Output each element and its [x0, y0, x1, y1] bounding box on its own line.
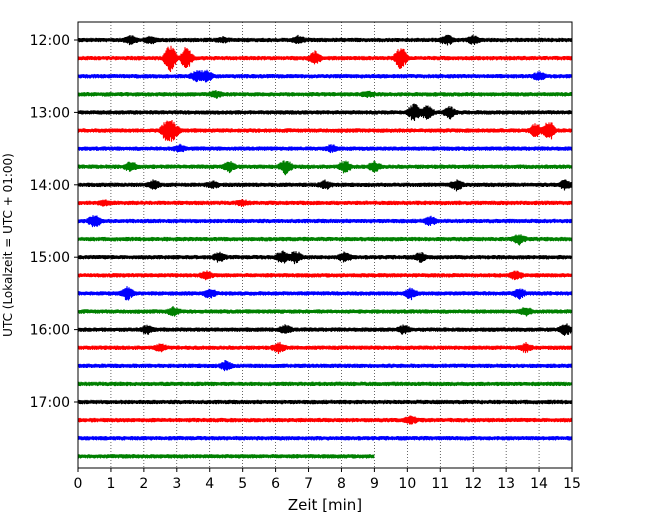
x-axis-label: Zeit [min] [288, 496, 362, 514]
y-tick-label: 13:00 [30, 105, 70, 121]
trace-1630 [77, 360, 573, 372]
x-axis: 0 1 2 3 4 5 6 7 8 9 10 11 12 13 14 15 [74, 468, 581, 492]
x-tick-label: 15 [563, 476, 581, 492]
trace-1415 [77, 198, 573, 208]
trace-1215 [77, 45, 573, 72]
x-tick-label: 13 [497, 476, 515, 492]
x-tick-label: 9 [370, 476, 379, 492]
x-tick-label: 0 [74, 476, 83, 492]
trace-1530 [77, 286, 573, 301]
trace-1700 [77, 399, 573, 405]
y-tick-label: 14:00 [30, 178, 70, 194]
trace-1615 [77, 341, 573, 354]
trace-1500 [77, 250, 573, 265]
x-tick-label: 1 [106, 476, 115, 492]
trace-1330 [77, 143, 573, 154]
trace-1245 [77, 90, 573, 99]
trace-1300 [77, 103, 573, 121]
trace-1345 [77, 160, 573, 176]
trace-1715 [77, 415, 573, 425]
x-tick-label: 4 [205, 476, 214, 492]
trace-group [77, 34, 573, 459]
trace-1600 [77, 323, 573, 336]
trace-1200 [77, 34, 573, 46]
trace-1645 [77, 381, 573, 387]
y-tick-label: 12:00 [30, 33, 70, 49]
trace-1515 [77, 270, 573, 281]
trace-1745 [77, 454, 375, 459]
vertical-grid [110, 22, 540, 468]
x-tick-label: 3 [172, 476, 181, 492]
trace-1230 [77, 69, 573, 83]
trace-1315 [77, 119, 573, 142]
x-tick-label: 11 [431, 476, 449, 492]
x-tick-label: 10 [398, 476, 416, 492]
x-tick-label: 14 [530, 476, 548, 492]
y-axis-label: UTC (Lokalzeit = UTC + 01:00) [1, 153, 15, 337]
trace-1430 [77, 215, 573, 228]
x-tick-label: 8 [337, 476, 346, 492]
x-tick-label: 5 [238, 476, 247, 492]
x-tick-label: 6 [271, 476, 280, 492]
y-axis: 12:00 13:00 14:00 15:00 16:00 17:00 [30, 33, 78, 411]
x-tick-label: 7 [304, 476, 313, 492]
trace-1445 [77, 234, 573, 246]
y-tick-label: 17:00 [30, 395, 70, 411]
x-tick-label: 2 [139, 476, 148, 492]
trace-1545 [77, 306, 573, 317]
trace-1400 [77, 179, 573, 192]
x-tick-label: 12 [464, 476, 482, 492]
plot-frame [77, 21, 573, 469]
y-tick-label: 16:00 [30, 323, 70, 339]
trace-1730 [77, 435, 573, 441]
y-tick-label: 15:00 [30, 250, 70, 266]
